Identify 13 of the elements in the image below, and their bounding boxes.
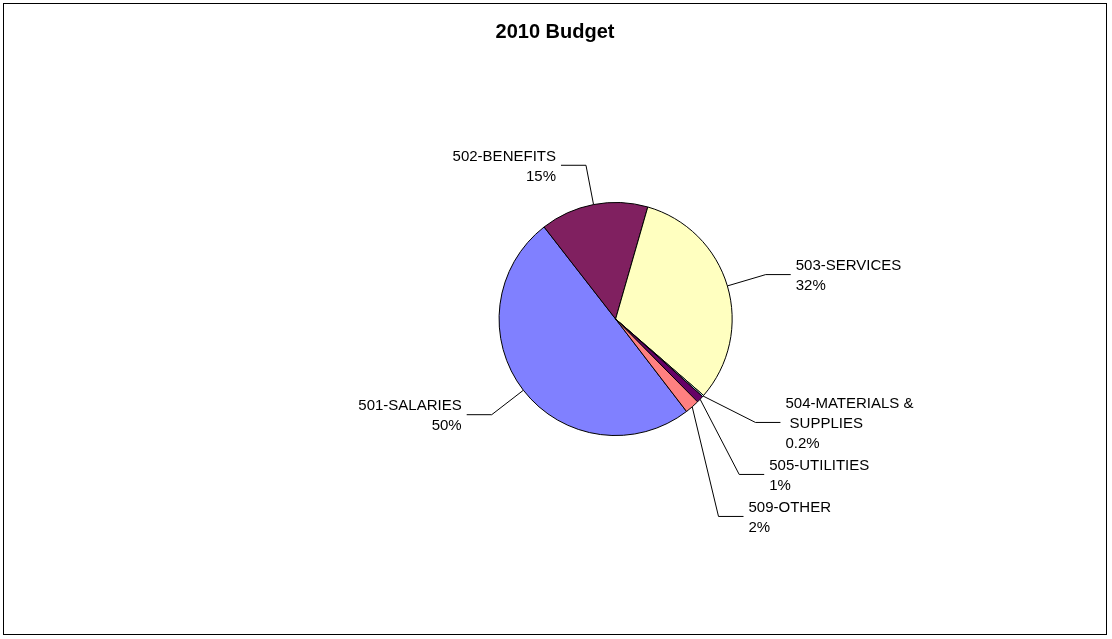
data-label: 0.2% xyxy=(785,433,820,451)
slice-label: 503-SERVICES xyxy=(795,256,902,274)
data-label: 2% xyxy=(748,517,771,535)
slice-label: 502-BENEFITS xyxy=(452,146,556,164)
slice-label: 504-MATERIALS & SUPPLIES xyxy=(785,393,914,431)
data-label: 1% xyxy=(769,475,791,493)
data-label: 32% xyxy=(795,276,826,294)
slice-label: 501-SALARIES xyxy=(358,396,462,414)
data-label: 15% xyxy=(525,166,556,184)
slice-label: 505-UTILITIES xyxy=(769,455,870,473)
slice-label: 509-OTHER xyxy=(748,497,832,515)
chart-title: 2010 Budget xyxy=(495,20,615,42)
data-label: 50% xyxy=(431,416,462,434)
